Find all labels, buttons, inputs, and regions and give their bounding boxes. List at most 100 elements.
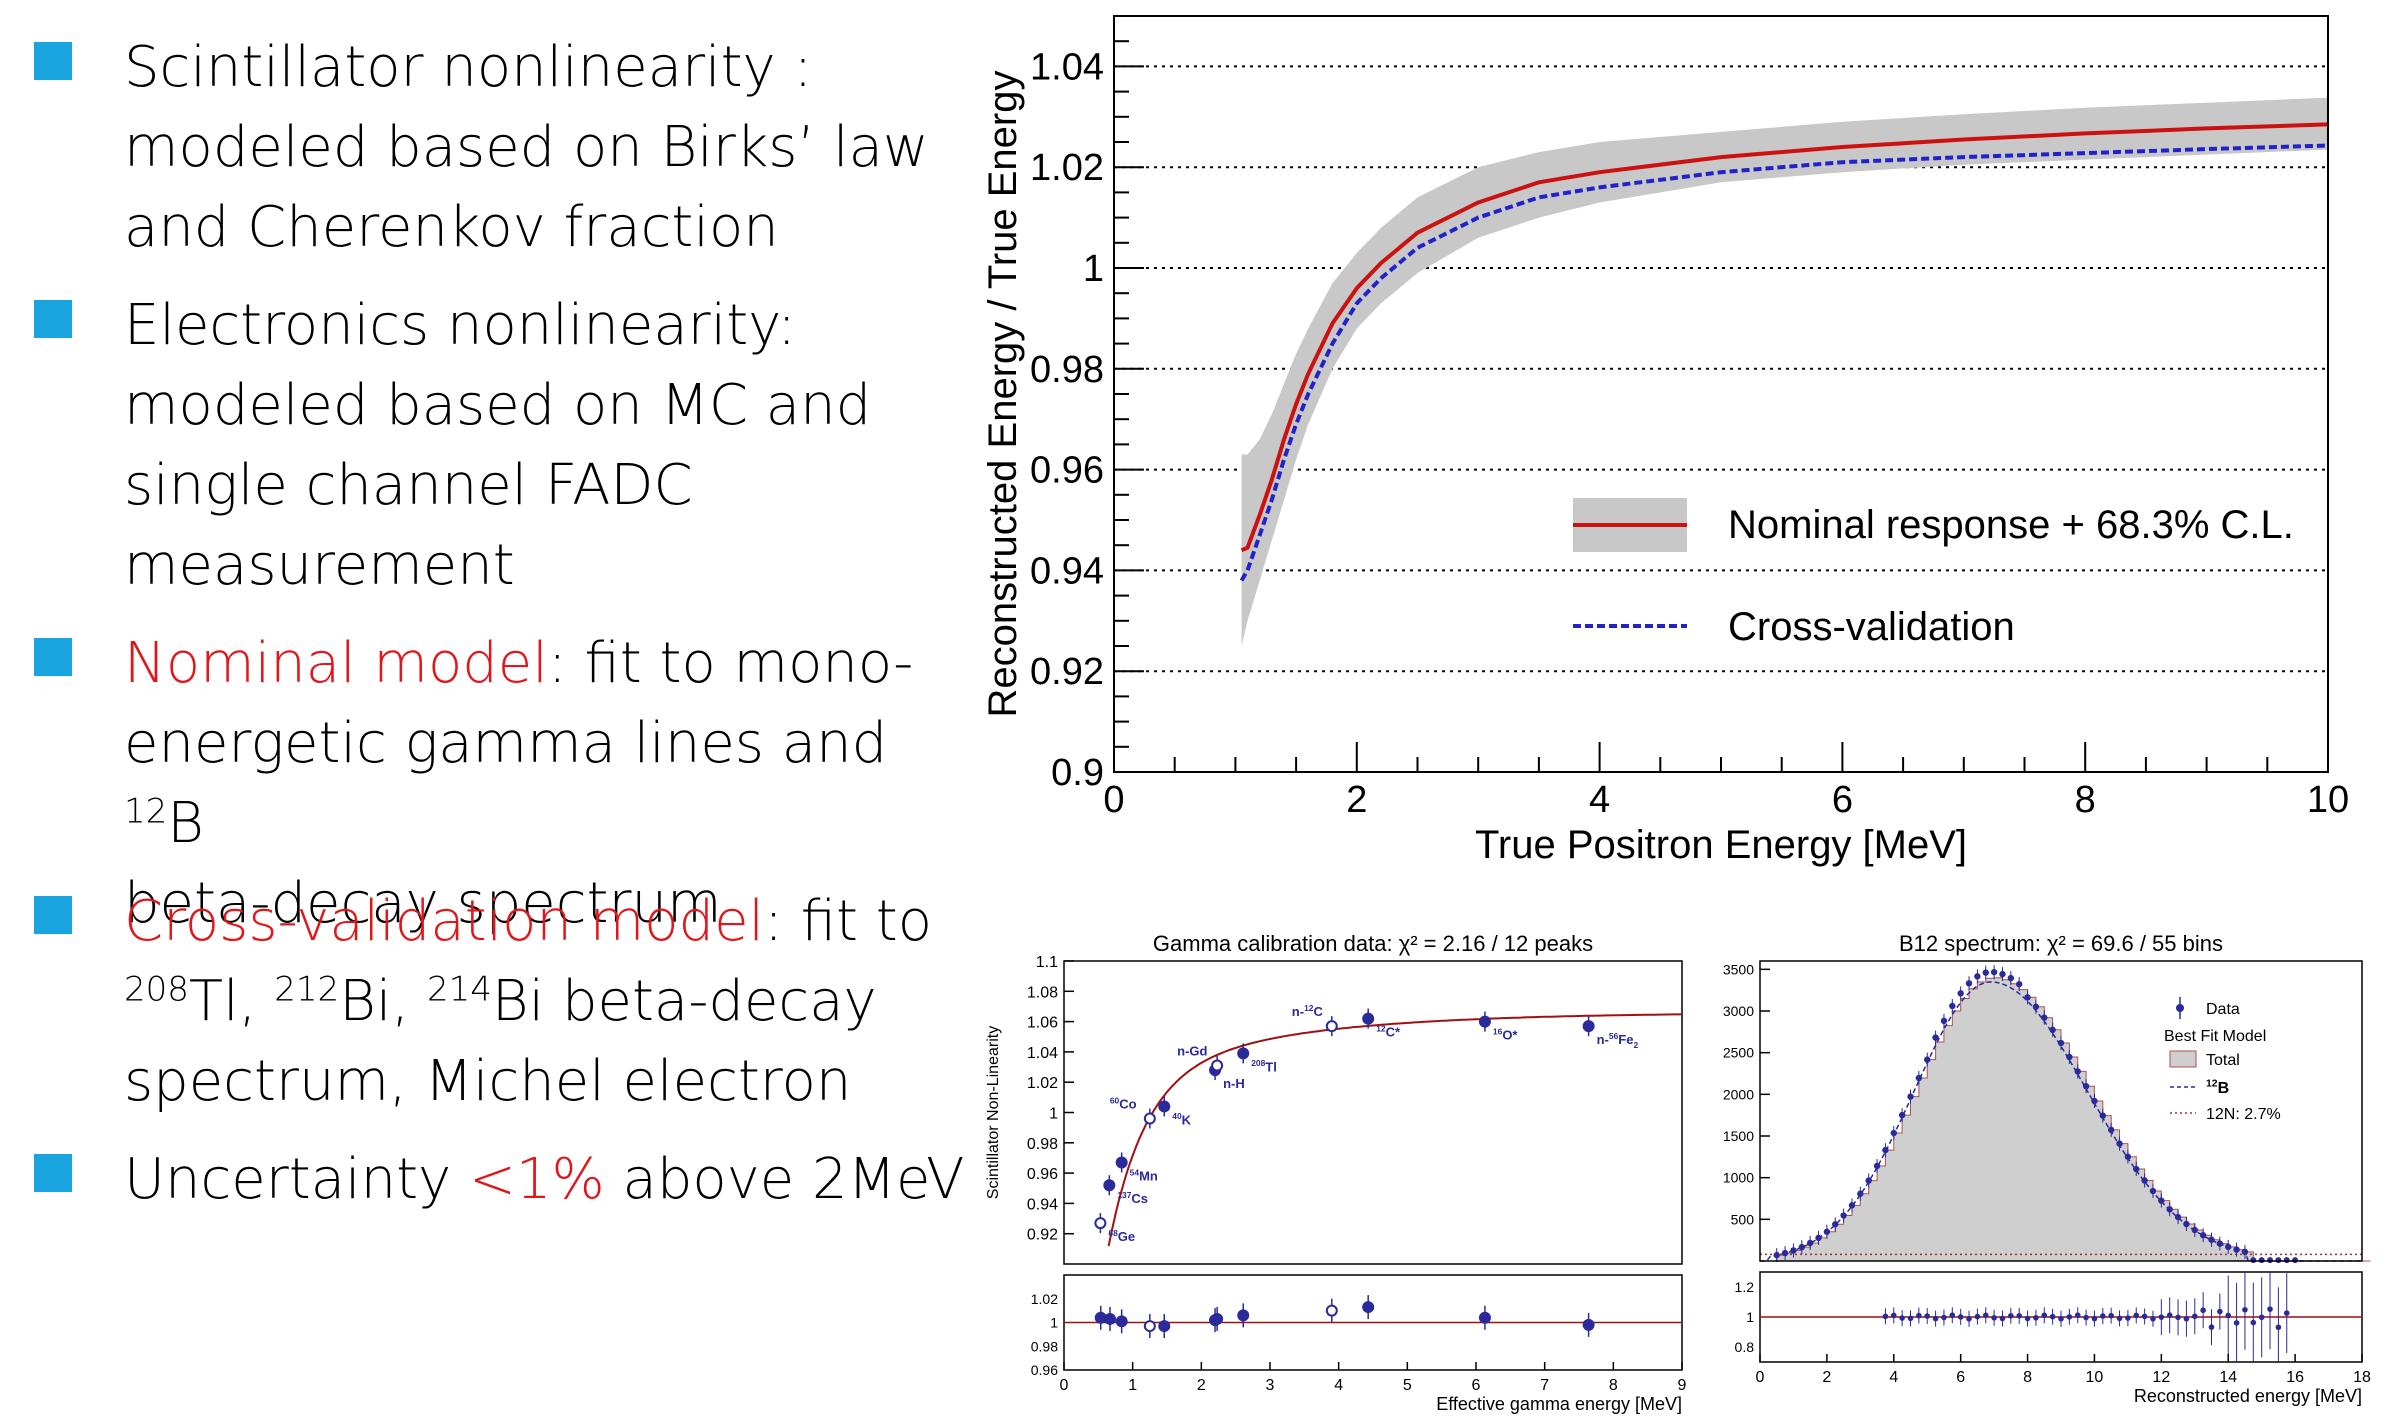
data-point-label: n-12C	[1292, 1003, 1324, 1019]
residual-y-tick-label: 1	[1746, 1309, 1754, 1325]
residual-point	[1478, 1311, 1491, 1324]
data-point-label: n-H	[1223, 1076, 1245, 1091]
residual-y-tick-label: 0.98	[1031, 1338, 1058, 1354]
residual-point	[2258, 1314, 2265, 1321]
bullet-text: spectrum, Michel electron	[124, 1049, 852, 1114]
x-tick-label: 7	[1540, 1377, 1549, 1394]
bullet-head: Electronics nonlinearity	[124, 293, 778, 358]
bullet-text: Tl,	[188, 969, 275, 1034]
x-tick-label: 9	[1678, 1377, 1687, 1394]
residual-point	[2049, 1313, 2056, 1320]
bullet-text: energetic gamma lines and	[124, 711, 888, 776]
data-point	[1840, 1212, 1847, 1219]
residual-point	[2033, 1314, 2039, 1321]
residual-point	[1143, 1320, 1156, 1333]
data-point	[2074, 1068, 2081, 1075]
data-point	[2041, 1014, 2048, 1021]
x-tick-label: 14	[2219, 1369, 2237, 1386]
x-tick-label: 8	[2075, 779, 2096, 821]
y-axis-label: Reconstructed Energy / True Energy	[981, 71, 1025, 718]
residual-point	[2133, 1312, 2140, 1319]
residual-point	[2008, 1312, 2014, 1319]
chart-title: Gamma calibration data: χ² = 2.16 / 12 p…	[1153, 931, 1593, 956]
legend-label-total: Total	[2206, 1052, 2240, 1069]
bullet-text: measurement	[124, 533, 515, 598]
legend-label-nominal: Nominal response + 68.3% C.L.	[1728, 503, 2294, 547]
data-point	[2158, 1197, 2165, 1204]
residual-point	[1890, 1312, 1897, 1319]
bullet-text: beta-decay spectrum	[124, 871, 722, 936]
data-point-label: 12C*	[1376, 1023, 1401, 1039]
residual-point	[1882, 1313, 1889, 1320]
y-tick-label: 1	[1049, 1106, 1058, 1123]
data-point	[2283, 1257, 2290, 1264]
data-point	[2216, 1240, 2224, 1247]
bullet-marker-icon	[34, 300, 72, 338]
data-point	[1325, 1020, 1338, 1033]
data-point	[1806, 1239, 1814, 1247]
residual-point	[2141, 1313, 2148, 1320]
data-point-label: 54Mn	[1130, 1167, 1158, 1183]
residual-point	[2150, 1315, 2156, 1322]
y-tick-label: 1.02	[1027, 1075, 1058, 1092]
data-point	[1781, 1249, 1789, 1257]
data-point	[2275, 1257, 2282, 1264]
data-point	[2124, 1153, 2132, 1160]
residual-point	[1907, 1315, 1914, 1322]
data-point	[1832, 1221, 1839, 1228]
legend-label-best-fit: Best Fit Model	[2164, 1028, 2266, 1045]
data-point	[1848, 1202, 1856, 1209]
bullet-text: : fit to	[764, 889, 933, 954]
residual-point	[2091, 1315, 2098, 1322]
isotope-mass: 214	[427, 969, 492, 1010]
data-point	[1915, 1074, 1923, 1082]
data-point-label: n-Gd	[1177, 1044, 1207, 1059]
bullet-marker-icon	[34, 896, 72, 934]
bullet-text: Bi beta-decay	[491, 969, 877, 1034]
residual-point	[1325, 1304, 1338, 1317]
isotope-mass: 12	[124, 791, 168, 832]
bullet-text: and Cherenkov fraction	[124, 195, 779, 260]
data-point	[1823, 1228, 1831, 1235]
y-tick-label: 0.96	[1027, 1166, 1058, 1183]
data-point	[2015, 980, 2023, 988]
residual-y-tick-label: 0.8	[1735, 1339, 1755, 1355]
y-tick-label: 0.92	[1027, 1227, 1058, 1244]
data-point	[2049, 1026, 2056, 1034]
data-point	[1094, 1217, 1107, 1230]
x-tick-label: 2	[1822, 1369, 1831, 1386]
data-point	[1873, 1162, 1881, 1170]
x-tick-label: 10	[2307, 779, 2349, 821]
data-point	[1582, 1020, 1595, 1033]
data-point	[1790, 1247, 1797, 1254]
residual-point	[1115, 1315, 1128, 1328]
bullet-marker-icon	[34, 1154, 72, 1192]
y-tick-label: 1.04	[1027, 1045, 1058, 1062]
x-tick-label: 4	[1589, 779, 1610, 821]
y-tick-label: 1500	[1723, 1128, 1754, 1144]
data-point-label: n-56Fe2	[1597, 1031, 1639, 1050]
bullet-marker-icon	[34, 42, 72, 80]
residual-point	[1211, 1312, 1224, 1325]
y-tick-label: 0.94	[1027, 1196, 1058, 1213]
x-tick-label: 8	[2023, 1369, 2032, 1386]
data-point	[1362, 1012, 1375, 1025]
residual-point	[2058, 1315, 2064, 1322]
residual-y-tick-label: 0.96	[1031, 1362, 1058, 1378]
data-point	[2107, 1126, 2115, 1134]
residual-point	[2016, 1313, 2022, 1319]
x-tick-label: 12	[2152, 1369, 2170, 1386]
data-point-label: 16O*	[1493, 1026, 1519, 1042]
x-axis-label: Effective gamma energy [MeV]	[1436, 1394, 1682, 1414]
x-tick-label: 3	[1266, 1377, 1275, 1394]
data-point	[1773, 1251, 1780, 1259]
data-point	[1798, 1243, 1806, 1251]
residual-point	[2250, 1319, 2257, 1326]
y-tick-label: 3000	[1723, 1003, 1754, 1019]
x-axis-label: True Positron Energy [MeV]	[1475, 823, 1967, 867]
data-point	[2141, 1177, 2148, 1184]
cross-validation-line	[1239, 143, 2329, 582]
residual-point	[2175, 1314, 2181, 1321]
bullet-list: Scintillator nonlinearity : modeled base…	[0, 0, 970, 1424]
data-point	[2241, 1248, 2249, 1256]
